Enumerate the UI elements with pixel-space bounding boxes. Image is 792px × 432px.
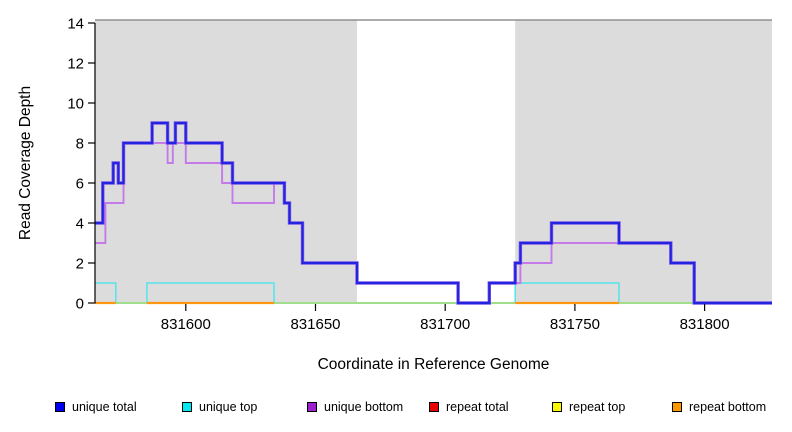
x-axis-title: Coordinate in Reference Genome: [317, 356, 550, 373]
y-tick-label: 2: [76, 256, 84, 273]
x-tick-label: 831600: [161, 316, 211, 333]
y-tick-label: 4: [76, 216, 84, 233]
x-tick-label: 831650: [290, 316, 340, 333]
legend-swatch-repeat-bottom: [672, 402, 682, 412]
x-tick-label: 831800: [680, 316, 730, 333]
y-axis-title: Read Coverage Depth: [17, 85, 34, 241]
y-tick-label: 12: [67, 56, 84, 73]
legend-label: unique bottom: [324, 400, 404, 414]
legend-swatch-unique-total: [55, 402, 65, 412]
x-tick-label: 831750: [550, 316, 600, 333]
legend-label: unique total: [72, 400, 137, 414]
legend-swatch-unique-top: [182, 402, 192, 412]
legend-swatch-repeat-total: [429, 402, 439, 412]
series-unique-top-line: [95, 282, 772, 304]
y-tick-label: 8: [76, 136, 84, 153]
legend-swatch-unique-bottom: [307, 402, 317, 412]
y-tick-label: 0: [76, 296, 84, 313]
y-tick-label: 6: [76, 176, 84, 193]
plot-shaded-region: [515, 20, 772, 303]
y-tick-label: 14: [67, 16, 84, 33]
legend-label: repeat top: [569, 400, 626, 414]
legend-label: unique top: [199, 400, 258, 414]
chart-legend: unique total unique top unique bottom repea…: [0, 399, 792, 421]
y-tick-label: 10: [67, 96, 84, 113]
series-unique-total-line: [95, 122, 772, 304]
x-tick-label: 831700: [420, 316, 470, 333]
legend-label: repeat total: [446, 400, 509, 414]
legend-label: repeat bottom: [689, 400, 767, 414]
legend-swatch-repeat-top: [552, 402, 562, 412]
